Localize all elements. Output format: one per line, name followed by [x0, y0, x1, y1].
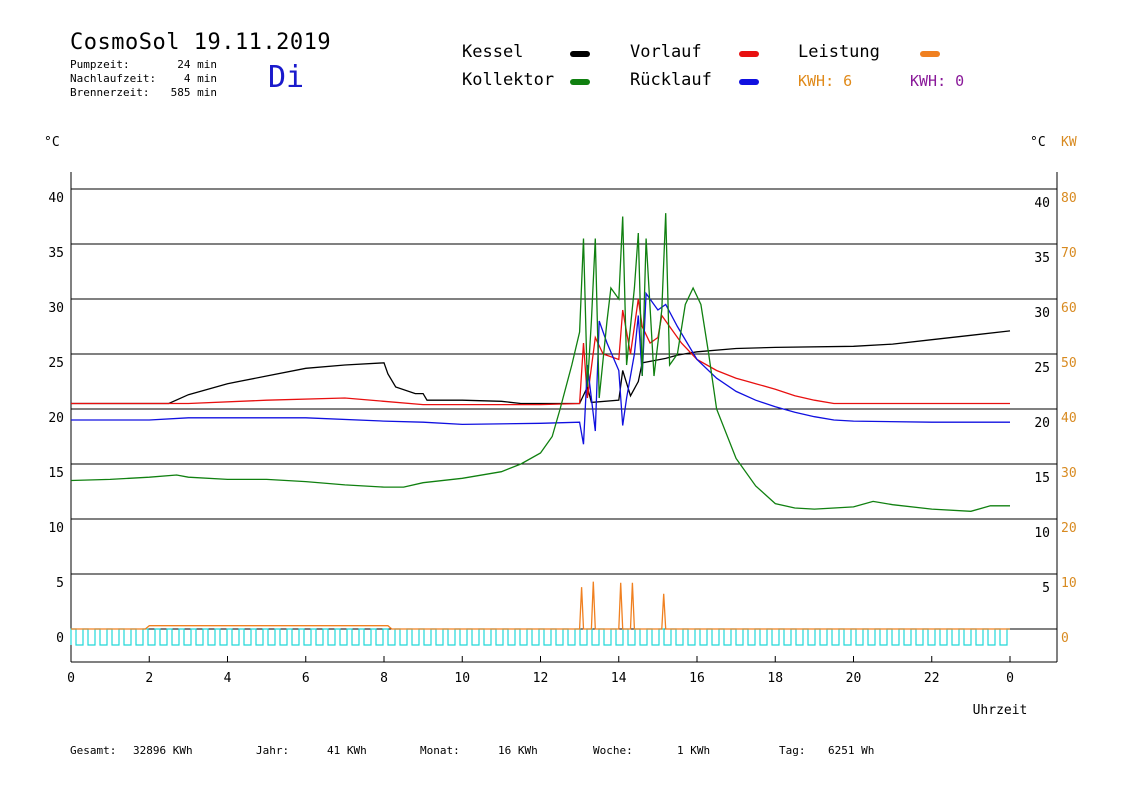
y-tick-right-40: 40: [1034, 196, 1050, 211]
y-tick-right-10: 10: [1034, 526, 1050, 541]
y-tick-kw-30: 30: [1061, 466, 1077, 481]
x-tick-0: 0: [67, 671, 75, 686]
info-brennerzeit-value: 585 min: [170, 86, 217, 99]
legend-vorlauf-label: Vorlauf: [630, 42, 702, 62]
kwh-total-2: KWH: 0: [910, 72, 965, 90]
y-tick-left-25: 25: [48, 356, 64, 371]
y-tick-left-40: 40: [48, 191, 64, 206]
x-tick-6: 12: [533, 671, 549, 686]
x-tick-10: 20: [846, 671, 862, 686]
y-tick-kw-0: 0: [1061, 631, 1069, 646]
y-tick-left-35: 35: [48, 246, 64, 261]
y-tick-kw-10: 10: [1061, 576, 1077, 591]
y-tick-left-30: 30: [48, 301, 64, 316]
x-tick-8: 16: [689, 671, 705, 686]
info-pumpzeit-value: 24 min: [177, 58, 217, 71]
footer-tag-label: Tag:: [779, 744, 806, 757]
weekday-label: Di: [268, 60, 305, 95]
y-tick-kw-20: 20: [1061, 521, 1077, 536]
x-label: Uhrzeit: [973, 703, 1028, 718]
y-tick-left-10: 10: [48, 521, 64, 536]
y-tick-left-0: 0: [56, 631, 64, 646]
x-tick-12: 0: [1006, 671, 1014, 686]
y-tick-right-25: 25: [1034, 361, 1050, 376]
y-tick-kw-40: 40: [1061, 411, 1077, 426]
series-leistung: [71, 581, 1010, 630]
x-tick-3: 6: [302, 671, 310, 686]
legend-ruecklauf-swatch: [739, 79, 759, 85]
info-nachlaufzeit-value: 4 min: [183, 72, 217, 85]
footer-woche-value: 1 KWh: [677, 744, 711, 757]
kwh-total-1: KWH: 6: [798, 72, 853, 90]
y-tick-left-20: 20: [48, 411, 64, 426]
y-tick-right-30: 30: [1034, 306, 1050, 321]
x-tick-4: 8: [380, 671, 388, 686]
legend-kessel-swatch: [570, 51, 590, 57]
series-kollektor: [70, 213, 1010, 512]
y-tick-kw-50: 50: [1061, 356, 1077, 371]
footer-jahr-value: 41 KWh: [327, 744, 367, 757]
series-kessel: [71, 330, 1011, 405]
footer-woche-label: Woche:: [593, 744, 633, 757]
y-tick-kw-70: 70: [1061, 246, 1077, 261]
series-ruecklauf: [71, 291, 1010, 445]
footer-tag-value: 6251 Wh: [828, 744, 875, 757]
y-tick-right-35: 35: [1034, 251, 1050, 266]
legend-kollektor-label: Kollektor: [462, 70, 555, 90]
x-tick-11: 22: [924, 671, 940, 686]
legend-leistung-label: Leistung: [798, 42, 880, 62]
footer-monat-value: 16 KWh: [498, 744, 538, 757]
y-label-left: °C: [44, 135, 60, 150]
x-tick-7: 14: [611, 671, 627, 686]
y-tick-kw-60: 60: [1061, 301, 1077, 316]
info-nachlaufzeit-label: Nachlaufzeit:: [70, 72, 157, 85]
info-pumpzeit-label: Pumpzeit:: [70, 58, 130, 71]
y-tick-right-5: 5: [1042, 581, 1050, 596]
footer-gesamt-label: Gesamt:: [70, 744, 117, 757]
x-tick-9: 18: [767, 671, 783, 686]
legend-ruecklauf-label: Rücklauf: [630, 70, 712, 90]
y-tick-kw-80: 80: [1061, 191, 1077, 206]
footer-jahr-label: Jahr:: [256, 744, 290, 757]
y-tick-right-20: 20: [1034, 416, 1050, 431]
legend-leistung-swatch: [920, 51, 940, 57]
legend-kollektor-swatch: [570, 79, 590, 85]
x-tick-5: 10: [454, 671, 470, 686]
legend-vorlauf-swatch: [739, 51, 759, 57]
y-tick-left-5: 5: [56, 576, 64, 591]
x-tick-1: 2: [145, 671, 153, 686]
x-tick-2: 4: [224, 671, 232, 686]
y-tick-left-15: 15: [48, 466, 64, 481]
series-vorlauf: [71, 298, 1010, 406]
pump-status-line: [70, 628, 1010, 646]
y-label-right: °C: [1030, 135, 1046, 150]
legend-kessel-label: Kessel: [462, 42, 524, 62]
footer-monat-label: Monat:: [420, 744, 460, 757]
footer-gesamt-value: 32896 KWh: [133, 744, 193, 757]
info-brennerzeit-label: Brennerzeit:: [70, 86, 150, 99]
chart-title: CosmoSol 19.11.2019: [70, 30, 332, 55]
y-label-kw: KW: [1061, 135, 1077, 150]
y-tick-right-15: 15: [1034, 471, 1050, 486]
